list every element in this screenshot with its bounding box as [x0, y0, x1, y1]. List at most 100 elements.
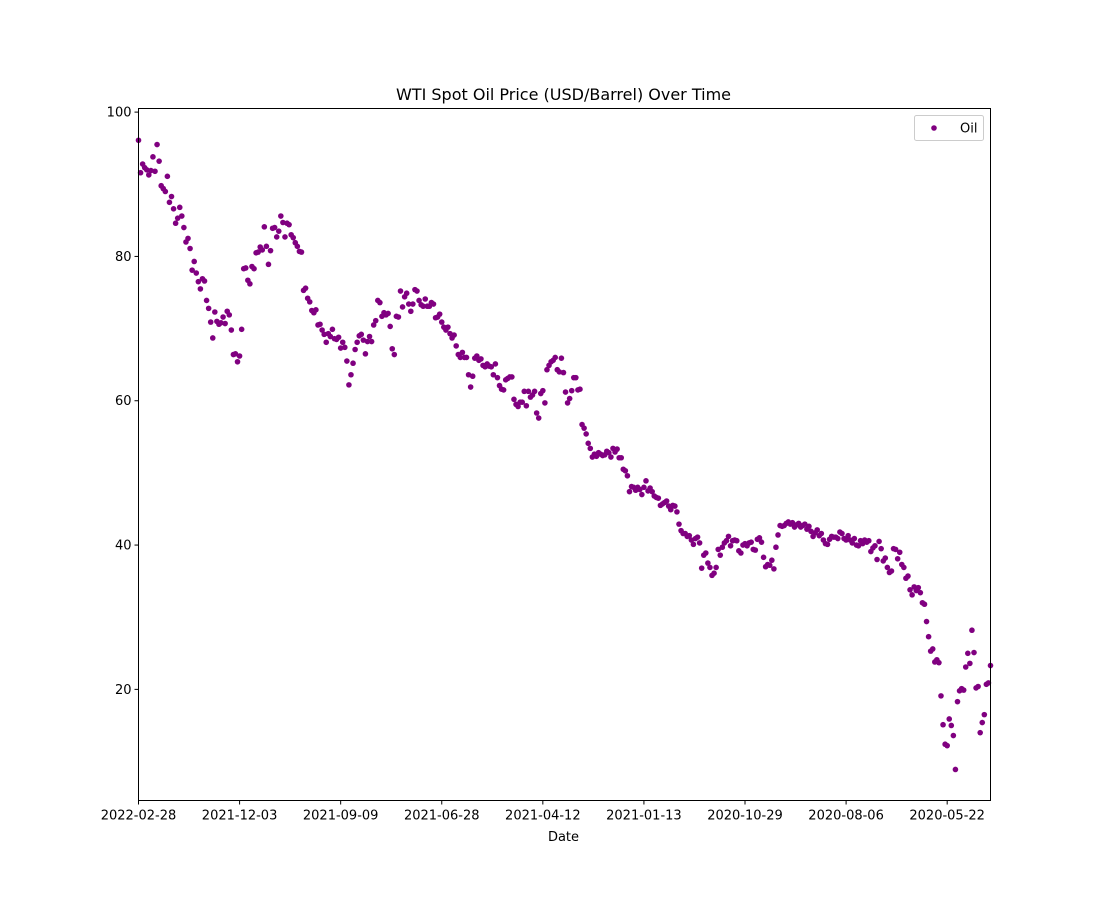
data-point [238, 326, 245, 333]
data-point [323, 339, 330, 346]
data-point [965, 650, 971, 657]
data-point [909, 592, 915, 598]
data-point [251, 265, 257, 272]
data-point [981, 711, 988, 718]
data-point [733, 537, 740, 544]
data-point [181, 224, 187, 231]
data-point [236, 353, 243, 359]
data-point [979, 719, 986, 726]
data-point [585, 440, 592, 447]
data-point [286, 221, 292, 228]
data-point [643, 478, 649, 484]
data-point [540, 387, 546, 394]
data-point [370, 322, 377, 328]
data-point [606, 449, 612, 456]
data-point [894, 555, 901, 562]
data-point [212, 309, 218, 315]
data-point [717, 552, 724, 558]
data-point [954, 698, 961, 705]
data-point [209, 335, 216, 341]
data-point [775, 532, 781, 538]
data-point [855, 542, 862, 549]
data-point [271, 224, 278, 231]
data-point [339, 339, 346, 346]
data-point [228, 327, 235, 333]
data-point [408, 308, 414, 315]
data-point [769, 557, 775, 564]
data-point [876, 538, 882, 545]
data-point [637, 486, 643, 493]
data-point [925, 633, 932, 640]
data-point [494, 374, 501, 381]
data-point [193, 270, 200, 276]
data-point [521, 388, 528, 395]
data-point [405, 301, 412, 307]
data-point [146, 172, 152, 178]
y-tick-label: 80 [115, 250, 132, 265]
y-tick-label: 40 [115, 539, 132, 554]
data-point [344, 358, 350, 364]
data-point [703, 550, 709, 556]
data-point [608, 454, 614, 460]
data-point [399, 304, 406, 310]
data-point [298, 249, 305, 255]
data-point [335, 334, 342, 341]
data-point [711, 570, 717, 576]
data-point [865, 537, 872, 544]
data-point [969, 627, 975, 634]
data-point [878, 545, 884, 552]
data-point [944, 742, 950, 749]
data-point [179, 213, 185, 219]
data-point [713, 564, 719, 571]
data-point [971, 649, 977, 656]
data-point [430, 301, 437, 307]
data-point [500, 387, 507, 393]
data-point [948, 722, 955, 729]
data-point [302, 285, 309, 291]
data-point [882, 555, 889, 561]
data-point [839, 530, 845, 537]
data-point [203, 297, 210, 304]
data-point [748, 539, 754, 545]
x-tick-label: 2021-06-28 [404, 809, 480, 824]
data-point [385, 310, 391, 317]
data-point [397, 288, 404, 294]
data-point [676, 521, 682, 527]
data-point [187, 245, 193, 252]
data-point [806, 523, 812, 530]
data-point [189, 267, 195, 273]
data-point [977, 729, 983, 736]
data-point [564, 400, 571, 406]
data-point [723, 537, 730, 544]
legend-marker-oil [931, 125, 937, 131]
data-point [705, 560, 711, 566]
data-point [457, 354, 464, 361]
data-point [835, 535, 841, 542]
data-point [915, 584, 922, 591]
data-point [940, 721, 946, 728]
data-point [469, 373, 476, 380]
data-point [525, 388, 532, 395]
data-point [686, 532, 693, 539]
data-point [649, 488, 655, 495]
data-point [725, 533, 732, 540]
data-point [845, 532, 851, 539]
data-point [641, 484, 647, 491]
y-tick-label: 60 [115, 394, 132, 409]
data-point [197, 286, 204, 292]
x-tick-label: 2021-01-13 [606, 809, 682, 824]
data-point [818, 530, 825, 537]
data-point [232, 351, 239, 357]
data-point [738, 550, 744, 556]
plot-area [135, 108, 994, 801]
data-point [872, 542, 878, 549]
data-point [573, 374, 579, 381]
data-point [156, 158, 162, 164]
data-point [985, 680, 992, 686]
data-point [766, 562, 773, 569]
data-point [556, 369, 563, 375]
data-point [849, 540, 856, 546]
data-point [327, 333, 334, 340]
data-point [317, 321, 323, 328]
data-point [255, 249, 261, 255]
